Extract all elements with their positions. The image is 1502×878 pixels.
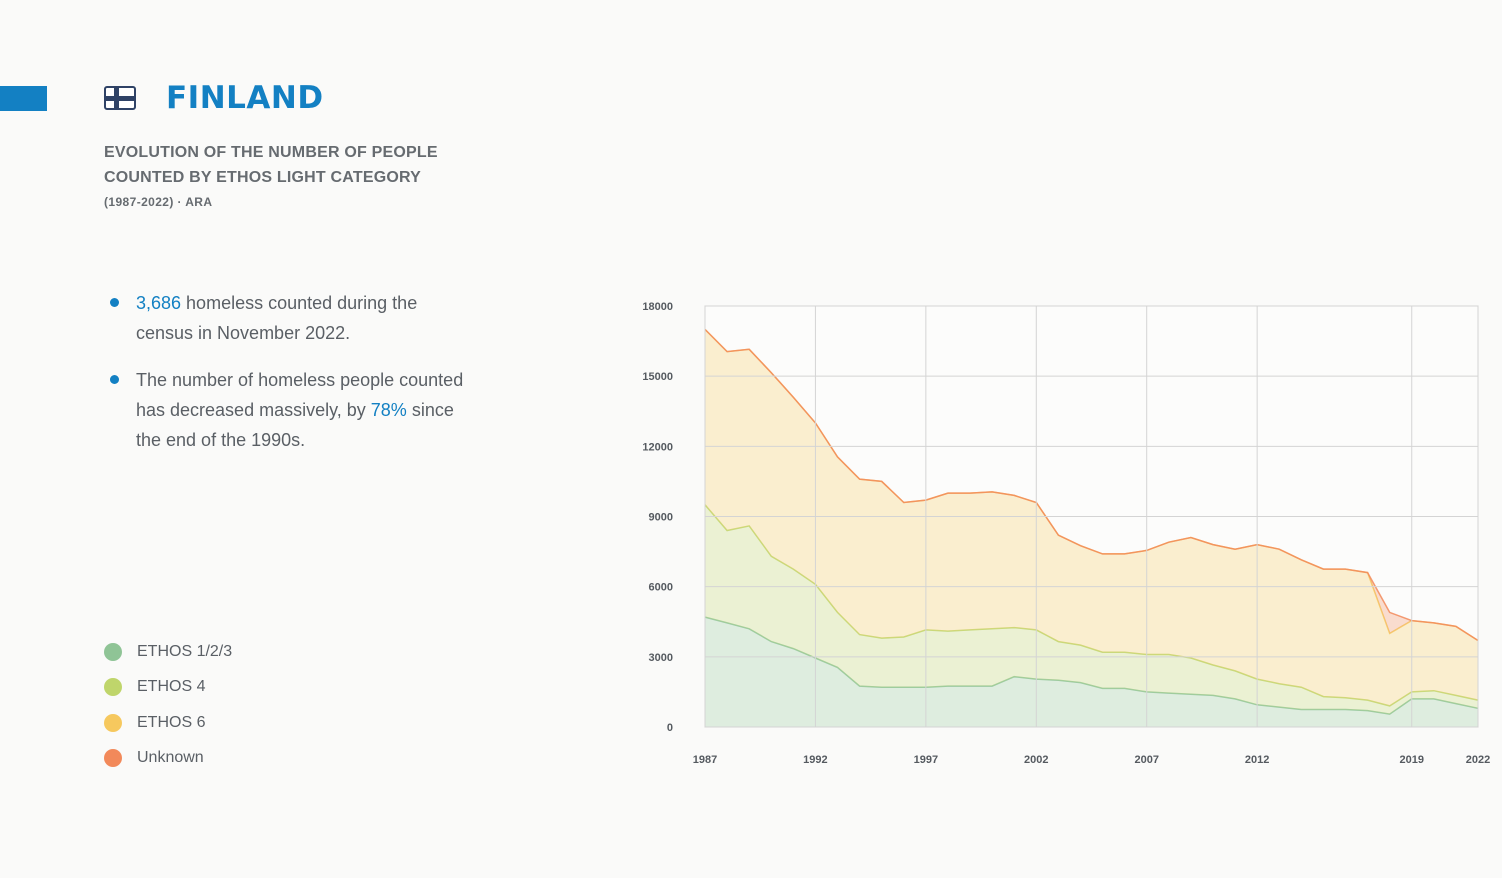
- y-tick-label: 9000: [649, 512, 673, 524]
- key-fact-item: 3,686 homeless counted during the census…: [104, 288, 464, 348]
- decrease-text-pre: The number of homeless people counted ha…: [136, 370, 464, 420]
- homeless-count-value: 3,686: [136, 293, 182, 313]
- legend-swatch: [104, 713, 122, 732]
- bullet-dot-icon: [110, 375, 119, 384]
- legend-swatch: [104, 642, 122, 661]
- finland-flag-icon: [104, 86, 136, 110]
- homeless-count-text: homeless counted during the census in No…: [136, 293, 418, 343]
- legend-item: ETHOS 6: [104, 705, 232, 741]
- chart-heading: EVOLUTION OF THE NUMBER OF PEOPLE COUNTE…: [104, 144, 438, 186]
- decrease-percent-value: 78%: [370, 400, 407, 420]
- x-tick-label: 1997: [914, 754, 938, 766]
- series-area-3: [705, 329, 1478, 706]
- series-line-2: [704, 504, 1479, 707]
- series-area-2: [705, 504, 1478, 715]
- decrease-text-post: since the end of the 1990s.: [136, 400, 454, 450]
- x-tick-label: 2002: [1024, 754, 1048, 766]
- x-tick-label: 2012: [1245, 754, 1269, 766]
- source-line: (1987-2022) · ARA: [104, 195, 213, 209]
- x-tick-label: 1992: [803, 754, 827, 766]
- legend-label: ETHOS 1/2/3: [137, 642, 233, 660]
- series-area-1: [705, 617, 1478, 727]
- x-tick-label: 2022: [1466, 754, 1490, 766]
- y-tick-label: 12000: [642, 441, 673, 453]
- x-tick-label: 1987: [693, 754, 717, 766]
- y-tick-label: 6000: [649, 582, 673, 594]
- legend-swatch: [104, 749, 122, 768]
- accent-bar: [0, 86, 47, 111]
- stacked-area-chart: 0 3000 6000 9000 12000 15000 18000 1987 1992 1997…: [642, 301, 1490, 766]
- y-tick-label: 0: [667, 722, 673, 734]
- bullet-dot-icon: [110, 298, 119, 307]
- legend-label: Unknown: [137, 749, 204, 767]
- key-facts-list: 3,686 homeless counted during the census…: [104, 288, 464, 472]
- chart-legend: ETHOS 1/2/3 ETHOS 4 ETHOS 6 Unknown: [104, 634, 232, 776]
- series-line-4: [704, 328, 1479, 642]
- legend-item: Unknown: [104, 741, 232, 777]
- legend-swatch: [104, 678, 122, 697]
- y-tick-label: 18000: [642, 301, 673, 313]
- key-fact-item: The number of homeless people counted ha…: [104, 365, 464, 455]
- country-title: FINLAND: [166, 80, 324, 116]
- y-tick-label: 3000: [649, 652, 673, 664]
- legend-item: ETHOS 4: [104, 670, 232, 706]
- legend-label: ETHOS 4: [137, 678, 206, 696]
- legend-label: ETHOS 6: [137, 713, 206, 731]
- x-tick-label: 2007: [1134, 754, 1158, 766]
- x-tick-label: 2019: [1400, 754, 1424, 766]
- series-line-1: [704, 616, 1479, 715]
- legend-item: ETHOS 1/2/3: [104, 634, 232, 670]
- y-tick-label: 15000: [642, 371, 673, 383]
